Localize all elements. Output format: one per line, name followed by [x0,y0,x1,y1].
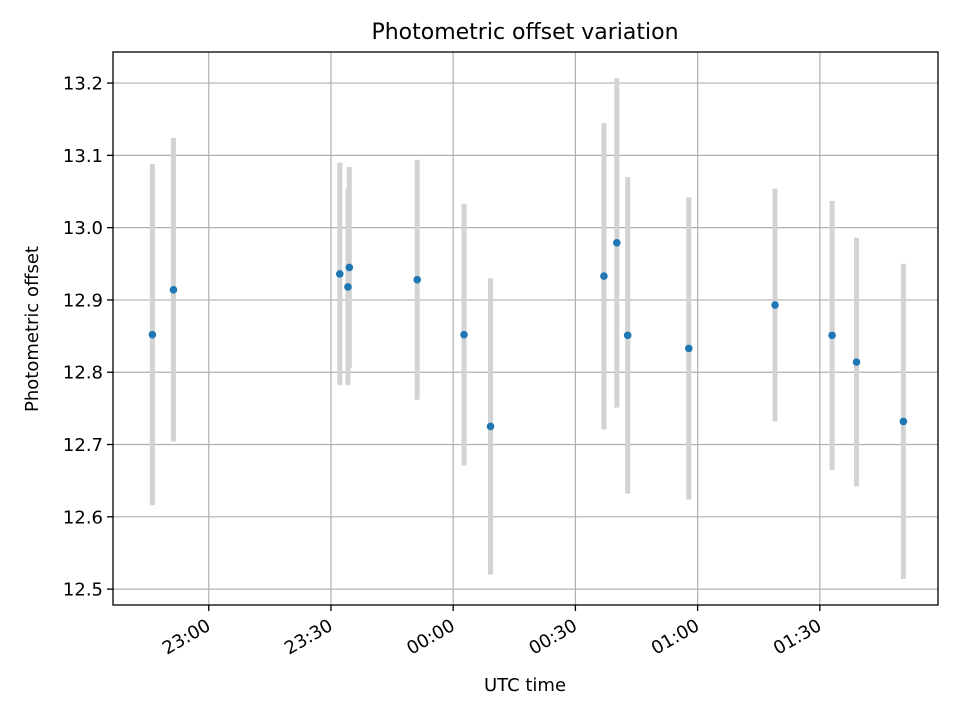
data-point [345,263,354,272]
data-point [828,331,836,340]
data-point [148,330,157,339]
y-tick-label: 12.8 [63,363,103,384]
data-point [413,275,421,284]
data-point [335,270,344,278]
data-point [344,283,352,291]
y-tick-label: 12.6 [63,507,103,528]
y-tick-label: 12.5 [63,580,103,601]
y-axis-ticks: 12.5 12.6 12.7 12.8 12.9 13.0 13.1 13.2 [63,74,113,601]
chart-title: Photometric offset variation [371,20,678,45]
y-tick-label: 13.2 [63,74,103,95]
data-point [685,344,693,353]
y-tick-label: 12.9 [63,290,103,311]
data-point [852,358,861,366]
y-axis-label: Photometric offset [22,246,43,412]
data-point [613,239,621,247]
data-point [169,286,178,294]
data-point [623,331,632,340]
data-point [460,330,468,339]
x-axis-label: UTC time [484,675,566,696]
data-point [899,417,908,426]
plot-frame [112,51,939,606]
data-point [600,272,608,280]
y-tick-label: 12.7 [63,435,103,456]
data-point [771,301,779,309]
data-points [148,239,908,431]
y-tick-label: 13.1 [63,146,103,167]
grid-lines [113,52,938,605]
data-point [486,422,495,431]
y-tick-label: 13.0 [63,218,103,239]
